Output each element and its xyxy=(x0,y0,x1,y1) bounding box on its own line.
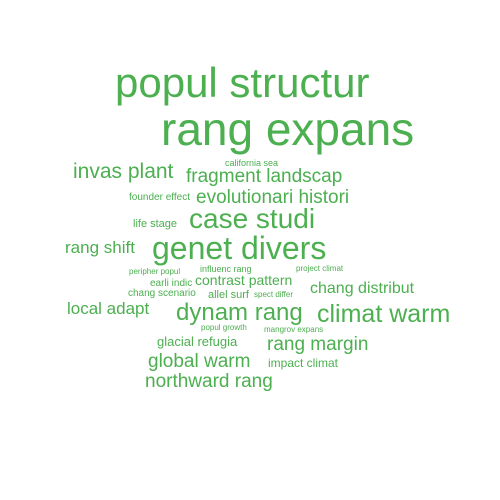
word-california-sea: california sea xyxy=(225,158,279,168)
word-mangrov-expans: mangrov expans xyxy=(264,325,324,334)
word-northward-rang: northward rang xyxy=(145,371,273,392)
word-project-climat: project climat xyxy=(296,264,344,273)
word-rang-expans: rang expans xyxy=(161,103,415,155)
word-spect-differ: spect differ xyxy=(254,290,293,299)
word-dynam-rang: dynam rang xyxy=(176,299,303,326)
word-genet-divers: genet divers xyxy=(152,230,327,266)
word-influenc-rang: influenc rang xyxy=(200,264,252,274)
word-impact-climat: impact climat xyxy=(268,356,339,370)
word-popul-growth: popul growth xyxy=(201,323,247,332)
word-local-adapt: local adapt xyxy=(67,299,150,318)
word-earli-indic: earli indic xyxy=(150,278,193,289)
word-climat-warm: climat warm xyxy=(317,300,451,328)
word-fragment-landscap: fragment landscap xyxy=(186,166,343,187)
word-chang-scenario: chang scenario xyxy=(128,288,196,299)
word-founder-effect: founder effect xyxy=(129,192,190,203)
word-allel-surf: allel surf xyxy=(208,289,249,301)
word-glacial-refugia: glacial refugia xyxy=(157,334,238,349)
word-invas-plant: invas plant xyxy=(73,160,174,183)
word-global-warm: global warm xyxy=(148,351,251,372)
word-case-studi: case studi xyxy=(189,203,316,234)
word-peripher-popul: peripher popul xyxy=(129,267,181,276)
word-contrast-pattern: contrast pattern xyxy=(195,272,293,288)
word-rang-margin: rang margin xyxy=(267,334,369,355)
word-popul-structur: popul structur xyxy=(115,59,370,106)
word-rang-shift: rang shift xyxy=(65,238,135,257)
word-evolutionari-histori: evolutionari histori xyxy=(196,187,350,208)
word-chang-distribut: chang distribut xyxy=(310,280,415,297)
word-life-stage: life stage xyxy=(133,218,178,230)
